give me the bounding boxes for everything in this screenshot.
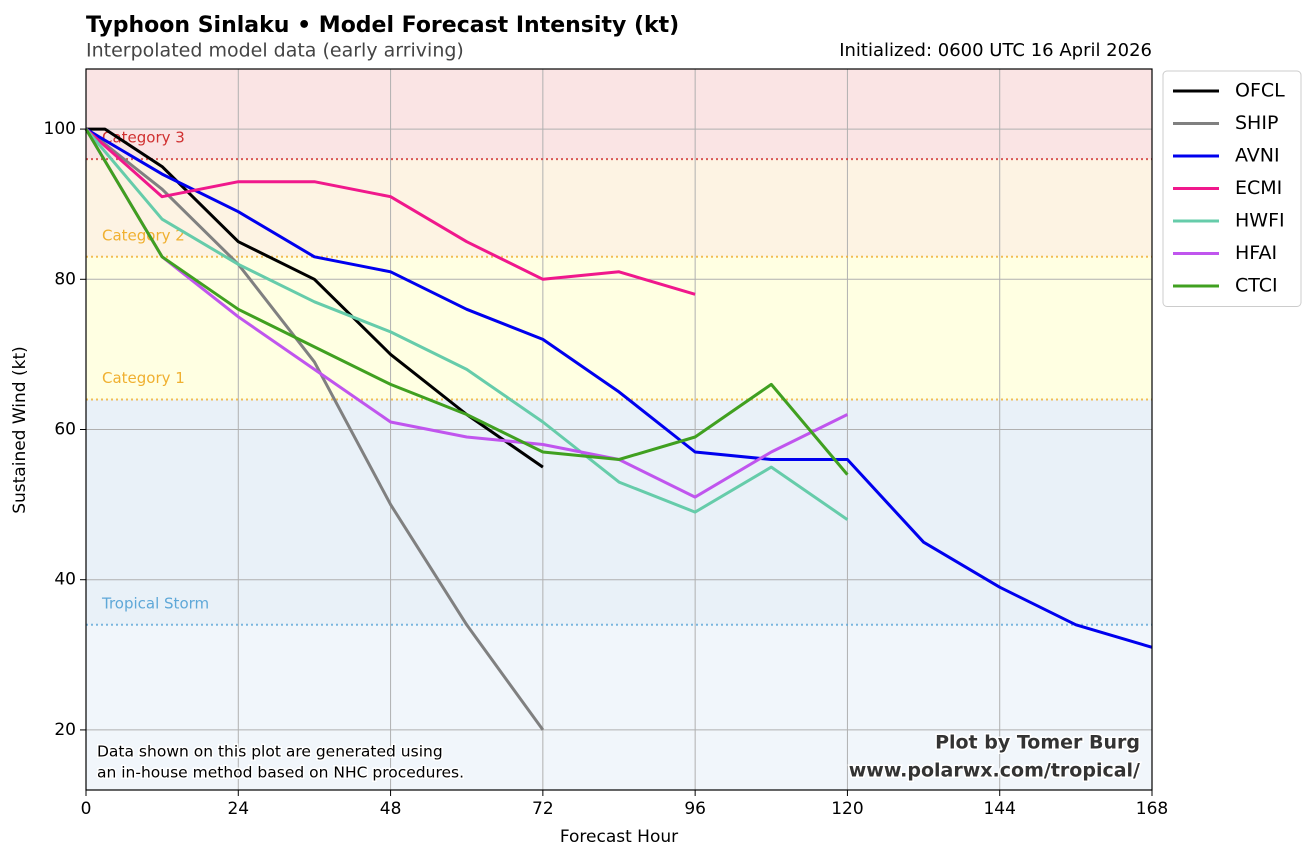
legend-label: OFCL [1235, 80, 1285, 102]
x-axis-label: Forecast Hour [560, 827, 678, 847]
series-line [85, 127, 1153, 649]
x-tick-label: 120 [831, 799, 863, 819]
series-line [85, 127, 696, 296]
band [86, 69, 1152, 160]
y-tick-label: 40 [54, 570, 76, 590]
y-tick-label: 100 [44, 119, 76, 139]
legend-label: AVNI [1235, 145, 1280, 167]
x-tick-label: 0 [81, 799, 92, 819]
x-tick-label: 72 [532, 799, 554, 819]
credit: www.polarwx.com/tropical/ [849, 760, 1140, 782]
y-tick-label: 20 [54, 720, 76, 740]
y-tick-label: 60 [54, 420, 76, 440]
legend-label: CTCI [1235, 275, 1278, 297]
series-line [84, 128, 849, 521]
credit: Plot by Tomer Burg [935, 732, 1140, 754]
legend-label: ECMI [1235, 177, 1282, 199]
chart-subtitle: Interpolated model data (early arriving) [86, 40, 464, 62]
band [86, 256, 1152, 400]
series-line [84, 128, 849, 499]
threshold-label: Category 2 [102, 226, 185, 244]
threshold-label: Tropical Storm [101, 594, 209, 612]
note: Data shown on this plot are generated us… [97, 743, 443, 761]
chart-title: Typhoon Sinlaku • Model Forecast Intensi… [86, 13, 679, 38]
band [86, 624, 1152, 790]
series-line [84, 128, 849, 476]
legend-box [1162, 70, 1302, 307]
y-axis-label: Sustained Wind (kt) [10, 346, 30, 514]
threshold-label: Category 1 [102, 369, 185, 387]
series-line [85, 127, 545, 731]
x-tick-label: 24 [227, 799, 249, 819]
band [86, 159, 1152, 257]
threshold-label: Category 3 [102, 129, 185, 147]
x-tick-label: 48 [380, 799, 402, 819]
x-tick-label: 144 [983, 799, 1015, 819]
x-tick-label: 168 [1136, 799, 1168, 819]
note: an in-house method based on NHC procedur… [97, 764, 464, 782]
legend-label: SHIP [1235, 112, 1278, 134]
band [86, 399, 1152, 625]
y-tick-label: 80 [54, 269, 76, 289]
legend-label: HWFI [1235, 210, 1285, 232]
series-line [86, 127, 544, 469]
x-tick-label: 96 [684, 799, 706, 819]
legend-label: HFAI [1235, 242, 1277, 264]
init-time: Initialized: 0600 UTC 16 April 2026 [839, 40, 1152, 61]
plot-frame [85, 68, 1153, 791]
